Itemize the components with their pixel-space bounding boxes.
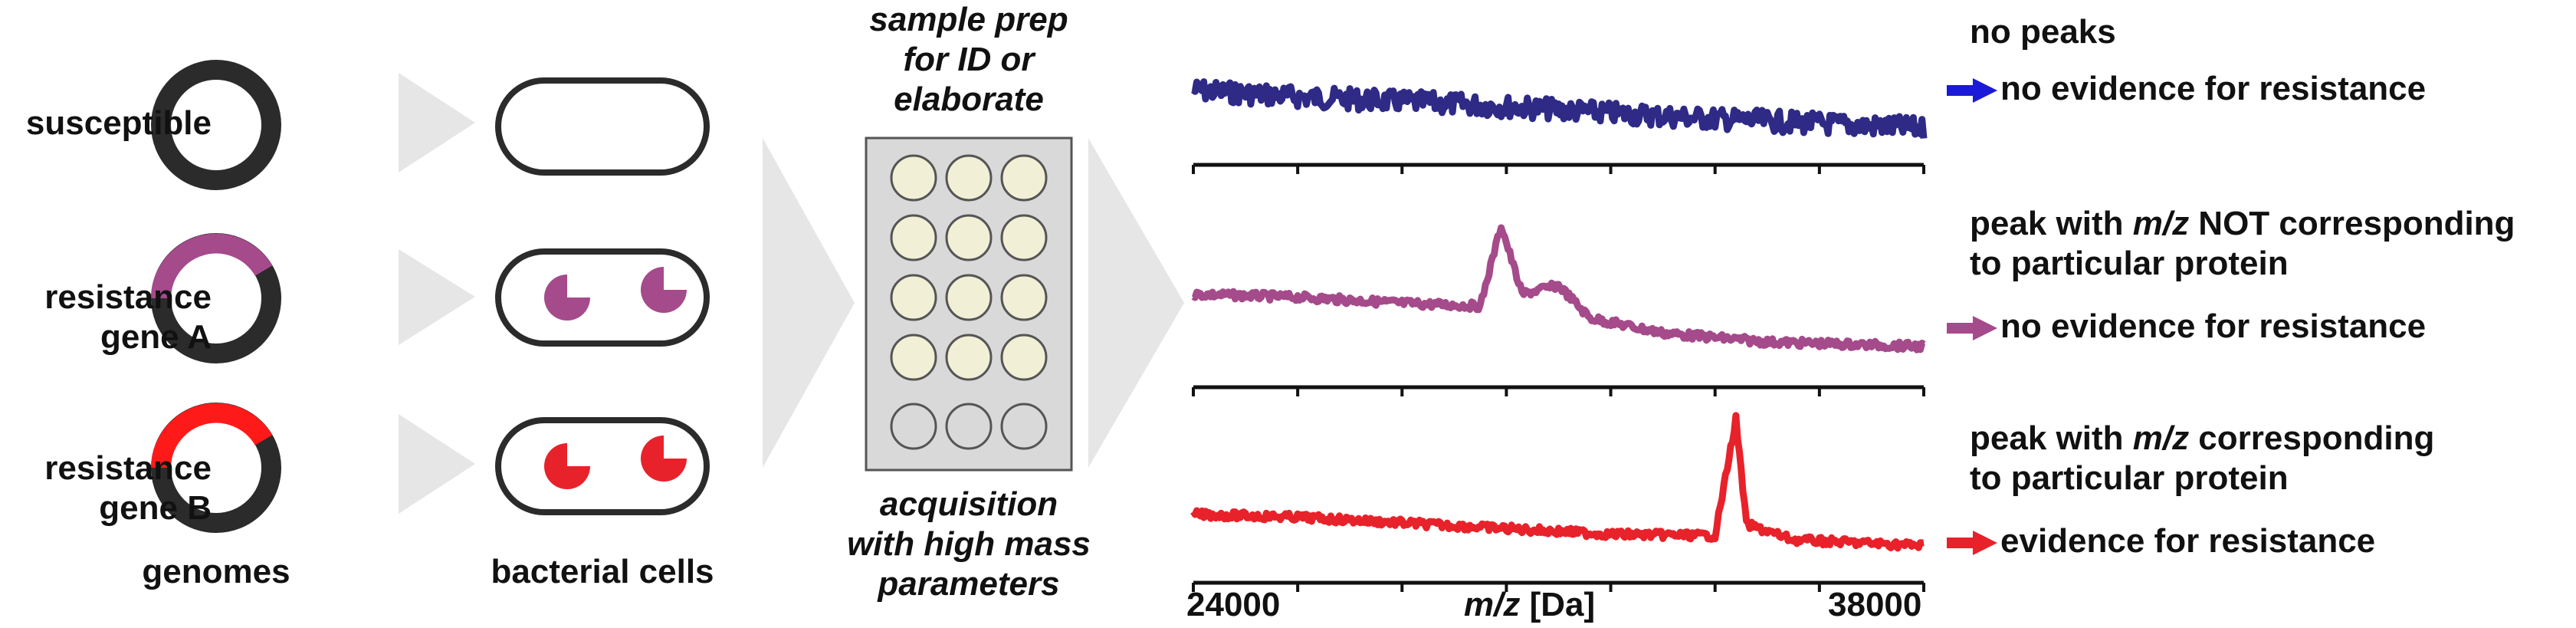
result-2-line1b: NOT corresponding	[2189, 205, 2515, 242]
result-3-line1a: peak with	[1970, 419, 2133, 457]
protein-b-2	[641, 436, 687, 482]
flow-chevron-genome-row2	[399, 249, 475, 345]
caption-acquisition: acquisition with high mass parameters	[847, 485, 1091, 604]
axis-label-unit: [Da]	[1520, 586, 1596, 623]
caption-sample-prep: sample prep for ID or elaborate	[869, 0, 1068, 120]
result-1-heading: no peaks	[1970, 13, 2116, 51]
result-3-line1: peak with m/z corresponding	[1970, 419, 2434, 459]
gene-a-segment	[151, 233, 273, 299]
row-label-susceptible-text: susceptible	[25, 104, 212, 142]
axis-tick-right: 38000	[1828, 586, 1922, 623]
flow-chevron-to-plate	[763, 138, 855, 468]
result-3-line2: to particular protein	[1970, 459, 2289, 497]
spectrum-line-2	[1191, 224, 1926, 353]
result-1-conclusion: no evidence for resistance	[2000, 70, 2427, 107]
spectrum-line-3	[1190, 412, 1926, 552]
row-label-a-line1: resistance	[44, 278, 212, 316]
acquisition-line3: parameters	[878, 565, 1060, 603]
axis-tick-left: 24000	[1186, 586, 1281, 623]
result-arrow-3	[1947, 531, 1997, 555]
row-label-a-line2: gene A	[100, 318, 212, 356]
spectrum-line-1	[1190, 78, 1928, 139]
axis-label-italic: m/z	[1464, 586, 1521, 623]
result-3-heading: peak with m/z corresponding to particula…	[1970, 419, 2434, 498]
plate-well	[945, 214, 993, 261]
genome-susceptible	[151, 60, 281, 190]
plate-wells	[890, 154, 1048, 450]
plate-well	[1000, 403, 1048, 450]
flow-chevron-to-spectra	[1088, 138, 1184, 468]
result-2-line2: to particular protein	[1970, 245, 2289, 282]
flow-chevron-genome-row1	[399, 73, 475, 173]
acquisition-line2: with high mass	[847, 525, 1091, 563]
gene-b-segment	[151, 403, 273, 469]
result-3-line1b: corresponding	[2189, 419, 2435, 457]
plate-well	[1000, 334, 1048, 381]
result-2-heading: peak with m/z NOT corresponding to parti…	[1970, 204, 2515, 284]
plate-well	[945, 274, 993, 321]
caption-genomes: genomes	[142, 553, 290, 590]
protein-a-1	[544, 275, 590, 321]
row-label-resistance-b: resistance gene B	[44, 449, 212, 528]
genome-resistance-b	[151, 403, 281, 533]
result-2-conclusion: no evidence for resistance	[2000, 307, 2427, 345]
plate-well	[1000, 154, 1048, 202]
sample-prep-line1: sample prep	[869, 1, 1068, 38]
result-2-line1: peak with m/z NOT corresponding	[1970, 204, 2515, 244]
result-3-mz: m/z	[2132, 419, 2190, 457]
protein-b-1	[544, 443, 590, 489]
sample-prep-line3: elaborate	[894, 81, 1044, 118]
result-2-mz: m/z	[2132, 205, 2190, 242]
plate-well	[945, 154, 993, 202]
plate-well	[890, 334, 937, 381]
result-arrow-1	[1947, 78, 1997, 103]
acquisition-line1: acquisition	[879, 485, 1058, 523]
plate-well	[890, 274, 937, 321]
row-label-b-line1: resistance	[44, 449, 212, 487]
genome-resistance-a	[151, 233, 281, 363]
sample-prep-line2: for ID or	[903, 41, 1035, 78]
row-label-susceptible: susceptible	[26, 104, 212, 143]
axis-label: m/z [Da]	[1464, 586, 1595, 624]
caption-cells: bacterial cells	[491, 553, 714, 590]
spectra-series	[1190, 78, 1928, 552]
protein-a-2	[641, 267, 687, 313]
plate-well	[1000, 274, 1048, 321]
plate-well	[1000, 214, 1048, 261]
spectra-axes	[1192, 163, 1925, 592]
plate-well	[890, 403, 937, 450]
cell-susceptible	[495, 77, 710, 176]
flow-chevron-genome-row3	[399, 414, 475, 514]
result-2-line1a: peak with	[1970, 205, 2133, 242]
row-label-resistance-a: resistance gene A	[44, 278, 212, 357]
plate-well	[945, 334, 993, 381]
row-label-b-line2: gene B	[99, 489, 212, 527]
result-3-conclusion: evidence for resistance	[2000, 522, 2376, 560]
result-arrow-2	[1947, 316, 1997, 340]
plate-well	[890, 214, 937, 261]
plate-well	[945, 403, 993, 450]
plate-well	[890, 154, 937, 202]
